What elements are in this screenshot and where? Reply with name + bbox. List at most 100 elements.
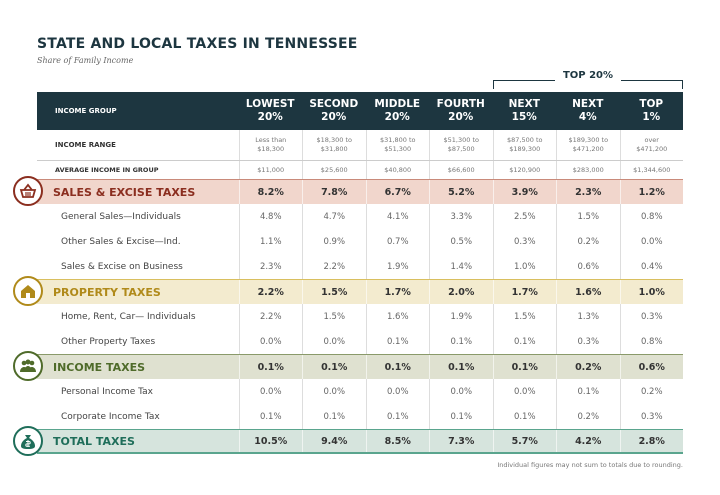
basket-icon [13,176,43,206]
average-income-cell: $40,800 [365,161,430,179]
table-cell: 0.3% [556,329,620,354]
category-row: TOTAL TAXES 10.5% 9.4% 8.5% 7.3% 5.7% 4.2% 2.8% [37,429,683,454]
column-header: FOURTH 20% [436,98,485,123]
category-label: INCOME TAXES [53,360,146,374]
category-total-cell: 0.1% [238,355,303,379]
income-range-cell: $18,300 to $31,800 [302,130,366,160]
table-cell: 0.0% [619,229,684,254]
table-cell: 0.0% [238,379,303,404]
table-row: General Sales—Individuals 4.8% 4.7% 4.1% 3.3… [37,204,683,229]
table-cell: 0.1% [365,404,430,429]
category-row: INCOME TAXES 0.1% 0.1% 0.1% 0.1% 0.1% 0.2% 0.6% [37,354,683,379]
tax-table: INCOME GROUP LOWEST 20% SECOND 20% MIDDLE … [37,92,683,454]
category-total-cell: 1.7% [365,280,430,304]
category-total-cell: 7.3% [429,430,493,452]
header-row: INCOME GROUP LOWEST 20% SECOND 20% MIDDLE … [37,92,683,130]
average-income-cell: $66,600 [429,161,493,179]
table-cell: 0.1% [238,404,303,429]
top-20-label: TOP 20% [555,70,621,81]
category-total-cell: 1.6% [556,280,620,304]
category-row: SALES & EXCISE TAXES 8.2% 7.8% 6.7% 5.2% 3.9%… [37,179,683,204]
table-cell: 0.7% [365,229,430,254]
category-row: PROPERTY TAXES 2.2% 1.5% 1.7% 2.0% 1.7% 1.6% 1.… [37,279,683,304]
table-cell: 0.1% [492,404,557,429]
income-range-label: INCOME RANGE [55,141,116,149]
category-total-cell: 0.1% [365,355,430,379]
category-total-cell: 6.7% [365,180,430,204]
table-cell: 0.3% [492,229,557,254]
page-subtitle: Share of Family Income [37,56,134,65]
table-cell: 4.8% [238,204,303,229]
table-cell: 0.0% [302,329,366,354]
table-cell: 0.0% [429,379,493,404]
table-row: Personal Income Tax 0.0% 0.0% 0.0% 0.0% 0.0% 0… [37,379,683,404]
table-cell: 0.0% [238,329,303,354]
table-cell: 2.5% [492,204,557,229]
category-total-cell: 0.2% [556,355,620,379]
table-cell: 0.3% [619,304,684,329]
column-header: TOP 1% [639,98,664,123]
house-icon [13,276,43,306]
table-cell: 4.7% [302,204,366,229]
table-cell: 0.0% [302,379,366,404]
column-header: NEXT 15% [508,98,540,123]
category-total-cell: 0.1% [429,355,493,379]
table-cell: 1.1% [238,229,303,254]
category-total-cell: 9.4% [302,430,366,452]
table-cell: 0.0% [492,379,557,404]
header-label: INCOME GROUP [55,107,117,115]
table-cell: 1.0% [492,254,557,279]
table-cell: 0.1% [302,404,366,429]
money-bag-icon [13,426,43,456]
table-cell: 0.2% [619,379,684,404]
category-label: SALES & EXCISE TAXES [53,185,196,199]
category-total-cell: 1.7% [492,280,557,304]
income-range-cell: $87,500 to $189,300 [492,130,557,160]
table-cell: 1.4% [429,254,493,279]
category-total-cell: 8.2% [238,180,303,204]
table-cell: 2.2% [238,304,303,329]
category-total-cell: 1.2% [619,180,684,204]
table-cell: 0.6% [556,254,620,279]
table-cell: 1.5% [556,204,620,229]
category-label: PROPERTY TAXES [53,285,161,299]
row-label: Personal Income Tax [61,386,153,397]
table-cell: 0.4% [619,254,684,279]
table-cell: 2.3% [238,254,303,279]
table-cell: 1.6% [365,304,430,329]
table-cell: 0.8% [619,204,684,229]
category-total-cell: 7.8% [302,180,366,204]
income-range-cell: $189,300 to $471,200 [556,130,620,160]
average-income-label: AVERAGE INCOME IN GROUP [55,166,159,174]
column-header: SECOND 20% [309,98,359,123]
table-cell: 0.0% [365,379,430,404]
table-row: Home, Rent, Car— Individuals 2.2% 1.5% 1.6%… [37,304,683,329]
row-label: Other Sales & Excise—Ind. [61,236,181,247]
table-cell: 0.8% [619,329,684,354]
table-cell: 1.9% [365,254,430,279]
category-total-cell: 5.2% [429,180,493,204]
table-cell: 0.2% [556,404,620,429]
top-20-bracket [493,80,683,89]
row-label: Sales & Excise on Business [61,261,183,272]
column-header: MIDDLE 20% [374,98,421,123]
table-cell: 1.5% [302,304,366,329]
table-row: Other Property Taxes 0.0% 0.0% 0.1% 0.1% 0.1%… [37,329,683,354]
page-title: STATE AND LOCAL TAXES IN TENNESSEE [37,36,358,52]
category-total-cell: 8.5% [365,430,430,452]
category-total-cell: 10.5% [238,430,303,452]
row-label: Home, Rent, Car— Individuals [61,311,196,322]
table-cell: 1.5% [492,304,557,329]
table-row: Other Sales & Excise—Ind. 1.1% 0.9% 0.7% 0.5… [37,229,683,254]
average-income-cell: $11,000 [238,161,303,179]
table-cell: 0.3% [619,404,684,429]
table-cell: 0.1% [365,329,430,354]
table-cell: 4.1% [365,204,430,229]
average-income-row: AVERAGE INCOME IN GROUP $11,000 $25,600 $4… [37,161,683,179]
row-label: Other Property Taxes [61,336,156,347]
category-total-cell: 1.5% [302,280,366,304]
table-cell: 0.5% [429,229,493,254]
column-header: NEXT 4% [572,98,604,123]
table-cell: 0.9% [302,229,366,254]
income-range-cell: $31,800 to $51,300 [365,130,430,160]
